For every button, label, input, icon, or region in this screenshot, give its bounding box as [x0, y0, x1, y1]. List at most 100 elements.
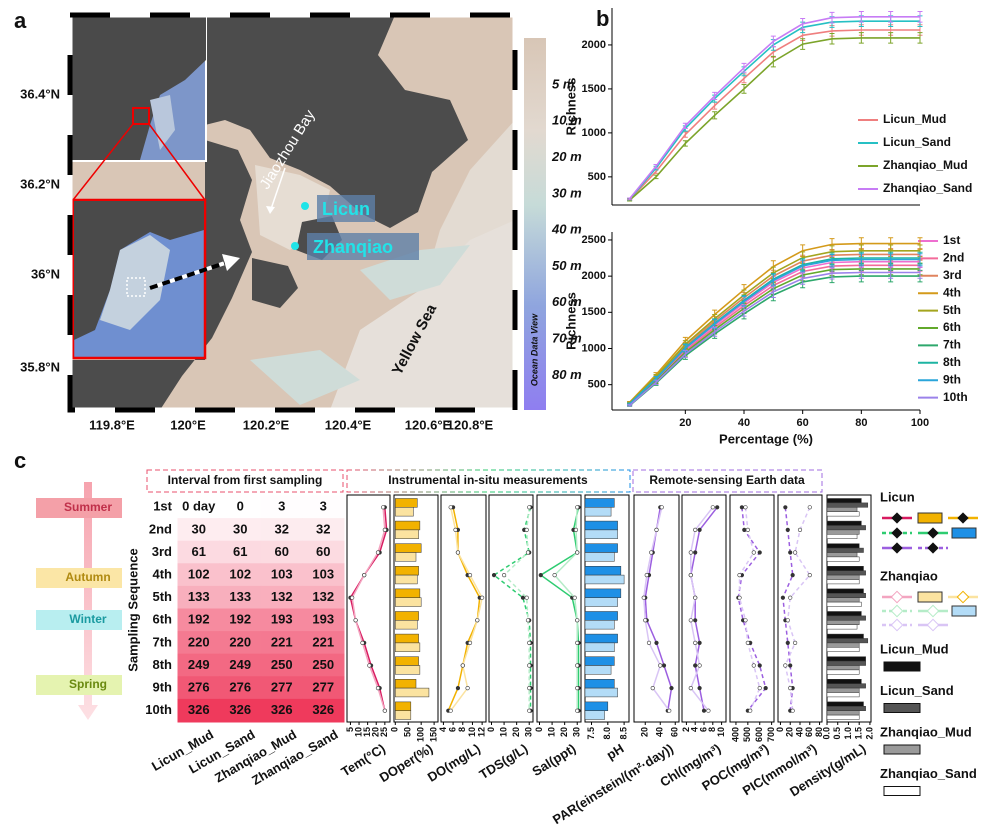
y-tick-label: 1500: [582, 83, 606, 95]
cell-label: 103: [271, 567, 293, 582]
cell-label: 193: [271, 612, 293, 627]
x-tick-label: 2.0: [864, 727, 874, 740]
bar: [585, 589, 621, 598]
bar: [585, 566, 621, 575]
panel-label: a: [14, 8, 27, 33]
lon-tick-label: 120.4°E: [325, 417, 372, 432]
cell-label: 221: [312, 634, 334, 649]
point: [456, 686, 460, 690]
bar: [827, 711, 859, 715]
x-tick-label: 0.5: [832, 727, 842, 740]
point: [689, 573, 693, 577]
point: [553, 573, 557, 577]
bar: [395, 643, 420, 652]
point: [744, 619, 748, 623]
bar: [395, 521, 420, 530]
series-line: [448, 507, 479, 710]
x-axis-title: Percentage (%): [719, 431, 813, 446]
bar: [395, 530, 418, 539]
x-tick-label: 25: [379, 727, 389, 737]
cell-label: 276: [229, 680, 251, 695]
bar: [585, 620, 614, 629]
series-line: [555, 507, 578, 710]
x-tick-label: 1.0: [843, 727, 853, 740]
x-tick-label: 30: [524, 727, 534, 737]
x-tick-label: 10: [716, 727, 726, 737]
point: [362, 573, 366, 577]
x-tick-label: 20: [785, 727, 795, 737]
cell-label: 61: [233, 544, 247, 559]
series-line: [451, 507, 482, 710]
bar: [827, 616, 866, 620]
point: [383, 528, 387, 532]
x-tick-label: 6: [447, 727, 457, 732]
bar: [395, 711, 411, 720]
x-tick-label: 50: [403, 727, 413, 737]
y-tick-label: 1500: [582, 306, 606, 318]
cell-label: 102: [229, 567, 251, 582]
point: [808, 573, 812, 577]
x-tick-label: 1.5: [854, 727, 864, 740]
cell-label: 60: [275, 544, 289, 559]
season-label: Spring: [69, 677, 107, 691]
series-line: [691, 507, 713, 710]
depth-label: 40 m: [551, 222, 582, 237]
point: [660, 506, 664, 510]
bar: [585, 666, 611, 675]
x-tick-label: 20: [679, 417, 691, 429]
bar: [395, 611, 418, 620]
bar: [827, 620, 859, 624]
bar: [827, 553, 857, 557]
series-line: [630, 30, 920, 200]
error-bar: [771, 36, 776, 47]
point: [468, 573, 472, 577]
legend-label: 2nd: [943, 251, 964, 265]
bar: [585, 498, 614, 507]
group-title: Interval from first sampling: [168, 473, 323, 487]
x-axis-title: Sal(ppt): [529, 741, 578, 779]
panel-label: c: [14, 448, 26, 473]
cell-label: 326: [188, 702, 210, 717]
x-tick-label: 0.0: [821, 727, 831, 740]
point: [693, 551, 697, 555]
point: [740, 506, 744, 510]
bar: [395, 679, 416, 688]
cell-label: 30: [192, 521, 206, 536]
point: [574, 528, 578, 532]
x-tick-label: 500: [742, 727, 752, 742]
point: [525, 528, 529, 532]
point: [575, 506, 579, 510]
x-tick-label: 0: [390, 727, 400, 732]
point: [786, 619, 790, 623]
point: [758, 551, 762, 555]
bar: [585, 611, 618, 620]
row-label: 1st: [153, 499, 172, 514]
cell-label: 276: [188, 680, 210, 695]
bar: [585, 521, 618, 530]
point: [689, 551, 693, 555]
point: [368, 664, 372, 668]
row-label: 3rd: [152, 544, 172, 559]
bar: [827, 661, 866, 665]
point: [376, 686, 380, 690]
x-tick-label: 20: [559, 727, 569, 737]
point: [693, 664, 697, 668]
point: [744, 506, 748, 510]
depth-label: 50 m: [552, 258, 582, 273]
cell-label: 30: [233, 521, 247, 536]
point: [693, 641, 697, 645]
y-tick-label: 1000: [582, 127, 606, 139]
bar: [395, 702, 411, 711]
point: [738, 573, 742, 577]
point: [752, 551, 756, 555]
point: [758, 664, 762, 668]
x-tick-label: 20: [511, 727, 521, 737]
row-label: 10th: [145, 702, 172, 717]
bar: [827, 643, 859, 647]
point: [376, 551, 380, 555]
bar: [827, 602, 861, 606]
series-line: [691, 507, 717, 710]
bar: [827, 512, 859, 516]
error-bar: [771, 56, 776, 67]
group-title: Instrumental in-situ measurements: [388, 473, 588, 487]
